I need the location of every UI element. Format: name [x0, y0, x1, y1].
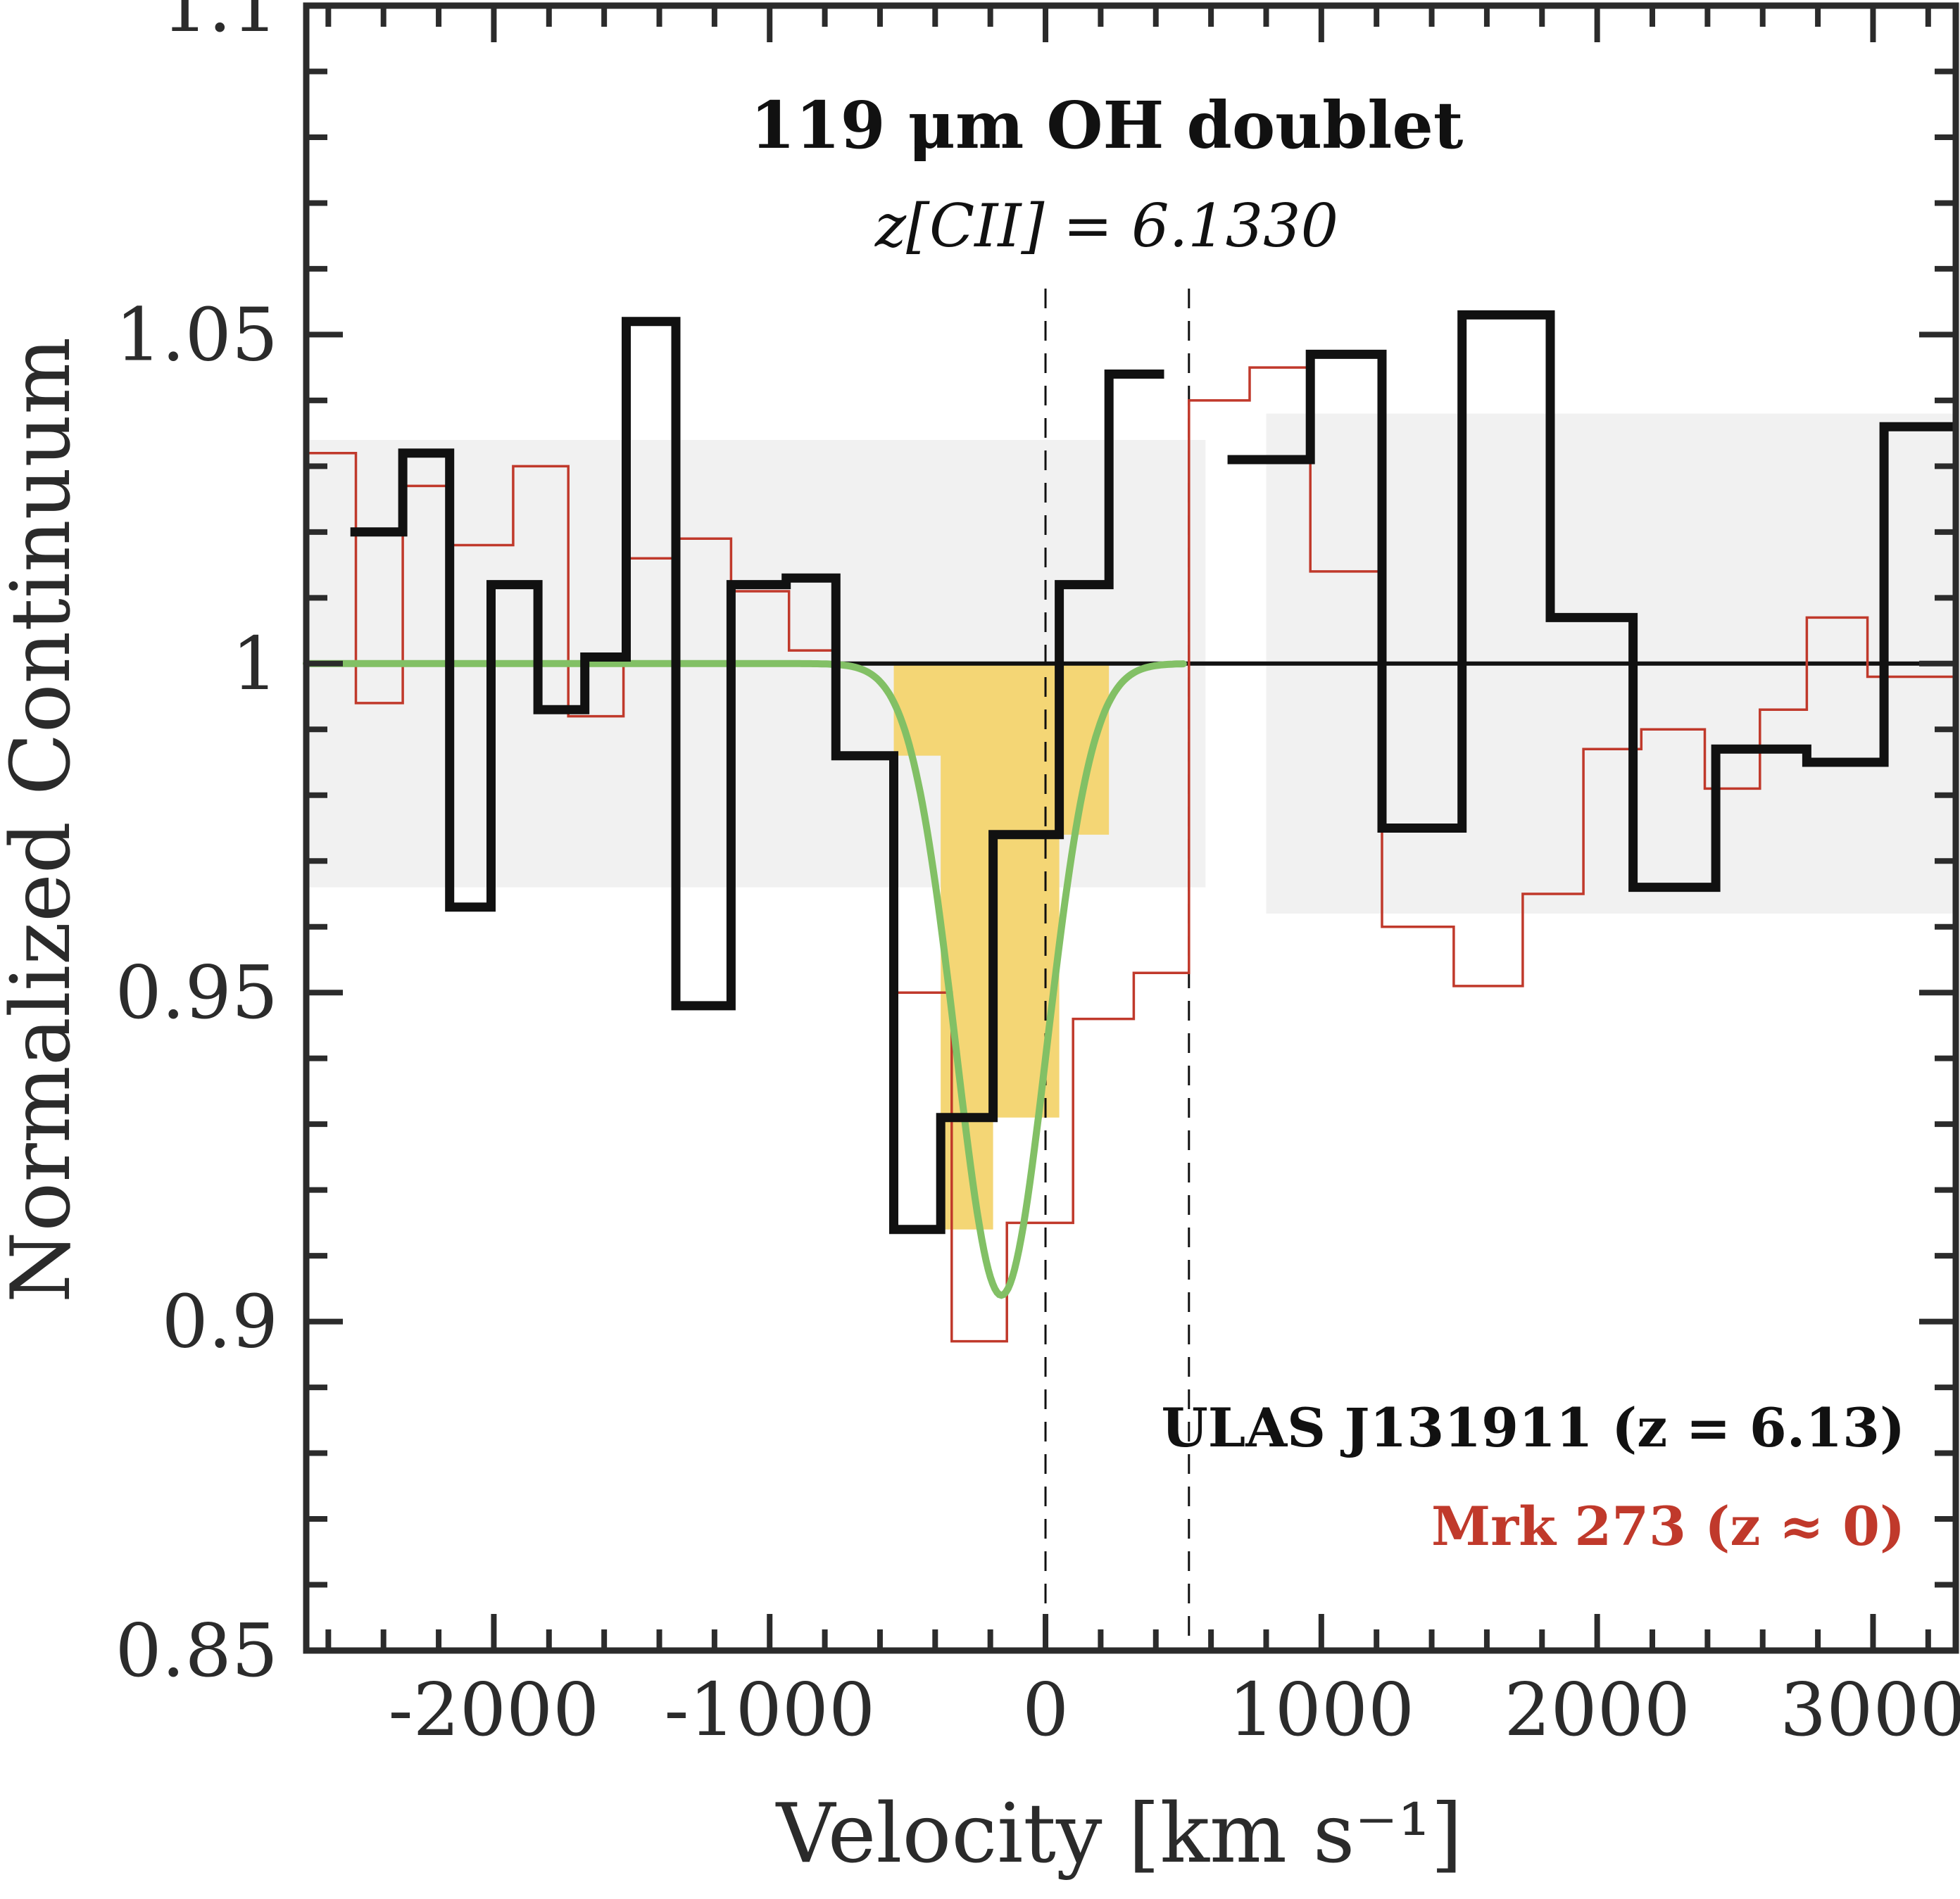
x-tick-label: 1000 [1229, 1667, 1415, 1753]
y-tick-label: 1.05 [115, 291, 278, 377]
series-ulas-step-segment-1 [1227, 310, 1956, 892]
x-tick-label: -1000 [664, 1667, 875, 1753]
y-axis-title: Normalized Continuum [0, 337, 89, 1303]
legend-label-ulas: ULAS J131911 (z = 6.13) [1161, 1396, 1905, 1459]
axes [303, 2, 1959, 1654]
x-tick-label: 2000 [1504, 1667, 1690, 1753]
x-tick-label: -2000 [389, 1667, 600, 1753]
series-mrk273-step [306, 366, 1957, 1343]
legend: ULAS J131911 (z = 6.13) Mrk 273 (z ≈ 0) [1161, 1396, 1905, 1558]
chart-title: 119 μm OH doublet [750, 87, 1464, 163]
x-axis-title: Velocity [km s⁻¹] [775, 1786, 1463, 1881]
y-tick-label: 1 [232, 621, 278, 707]
tick-labels: -2000 -1000 0 1000 2000 3000 0.85 0.9 0.95 1 1.05 1… [115, 0, 1960, 1753]
x-tick-label: 0 [1022, 1667, 1069, 1753]
y-tick-label: 0.9 [162, 1279, 278, 1365]
plot-frame [303, 2, 1959, 1654]
chart-subtitle: z[CII] = 6.1330 [874, 191, 1338, 260]
y-tick-label: 1.1 [162, 0, 278, 49]
x-tick-label: 3000 [1780, 1667, 1960, 1753]
series-ulas-step-segment-0 [350, 317, 1164, 1235]
series-lines [303, 310, 1957, 1343]
y-tick-label: 0.95 [115, 950, 278, 1035]
legend-label-mrk273: Mrk 273 (z ≈ 0) [1431, 1495, 1905, 1558]
y-tick-label: 0.85 [115, 1608, 278, 1693]
